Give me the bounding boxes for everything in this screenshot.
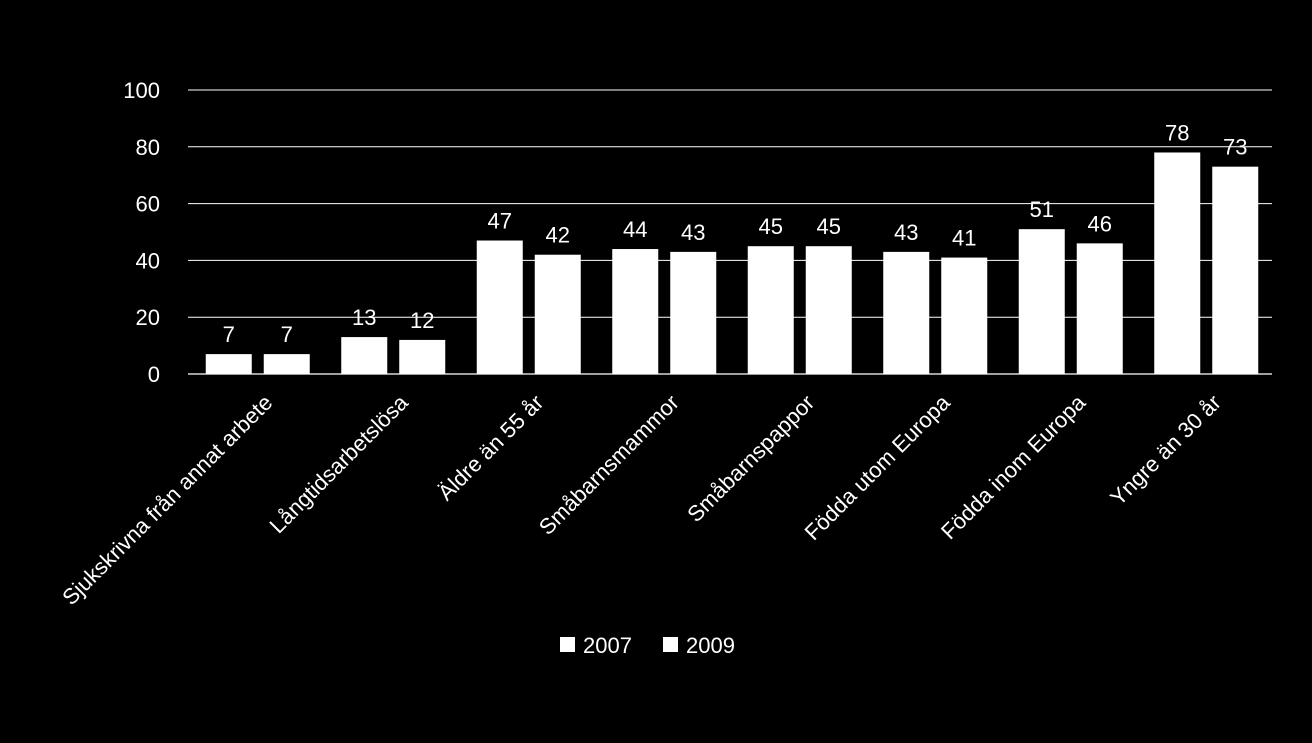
category-label: Långtidsarbetslösa [265, 389, 414, 538]
bar-2009 [1212, 166, 1259, 374]
data-label: 78 [1165, 120, 1189, 145]
bar-2009 [399, 339, 446, 374]
data-label: 7 [281, 322, 293, 347]
y-tick-label: 100 [123, 78, 160, 103]
bar-2009 [670, 251, 717, 374]
data-label: 43 [681, 220, 705, 245]
bar-2007 [341, 337, 388, 374]
y-tick-label: 80 [136, 135, 160, 160]
legend-item-2007[interactable]: 2007 [560, 633, 632, 658]
data-label: 46 [1088, 211, 1112, 236]
legend[interactable]: 2007 2009 [560, 633, 735, 658]
data-label: 7 [223, 322, 235, 347]
category-label: Småbarnsmammor [534, 390, 684, 540]
category-label: Födda inom Europa [936, 389, 1091, 544]
bars [205, 152, 1259, 374]
data-label: 42 [546, 223, 570, 248]
data-label: 73 [1223, 135, 1247, 160]
bar-2007 [883, 251, 930, 374]
bar-2009 [534, 254, 581, 374]
bar-2007 [1018, 229, 1065, 374]
y-tick-label: 60 [136, 192, 160, 217]
data-label: 45 [759, 214, 783, 239]
bar-2007 [1154, 152, 1201, 374]
bar-2009 [1076, 243, 1123, 374]
legend-label: 2009 [686, 633, 735, 658]
legend-label: 2007 [583, 633, 632, 658]
data-labels: 7 7 13 12 47 42 44 43 45 45 43 41 51 46 78 73 [223, 120, 1248, 347]
bar-2007 [476, 240, 523, 374]
y-axis-ticks: 0 20 40 60 80 100 [123, 78, 160, 387]
data-label: 43 [894, 220, 918, 245]
data-label: 47 [488, 209, 512, 234]
category-label: Äldre än 55 år [433, 390, 548, 505]
x-axis-labels: Sjukskrivna från annat arbeteLångtidsarb… [57, 389, 1226, 610]
data-label: 41 [952, 226, 976, 251]
category-label: Yngre än 30 år [1105, 390, 1226, 511]
bar-2009 [263, 354, 310, 374]
data-label: 51 [1030, 197, 1054, 222]
category-label: Sjukskrivna från annat arbete [57, 390, 277, 610]
data-label: 45 [817, 214, 841, 239]
data-label: 12 [410, 308, 434, 333]
y-tick-label: 20 [136, 305, 160, 330]
y-tick-label: 0 [148, 362, 160, 387]
bar-2009 [805, 246, 852, 374]
legend-swatch [663, 637, 678, 652]
legend-swatch [560, 637, 575, 652]
bar-2007 [612, 249, 659, 374]
y-tick-label: 40 [136, 248, 160, 273]
data-label: 44 [623, 217, 647, 242]
data-label: 13 [352, 305, 376, 330]
legend-item-2009[interactable]: 2009 [663, 633, 735, 658]
category-label: Småbarnspappor [682, 390, 819, 527]
category-label: Födda utom Europa [800, 389, 956, 545]
bar-2007 [205, 354, 252, 374]
bar-2007 [747, 246, 794, 374]
bar-2009 [941, 257, 988, 374]
